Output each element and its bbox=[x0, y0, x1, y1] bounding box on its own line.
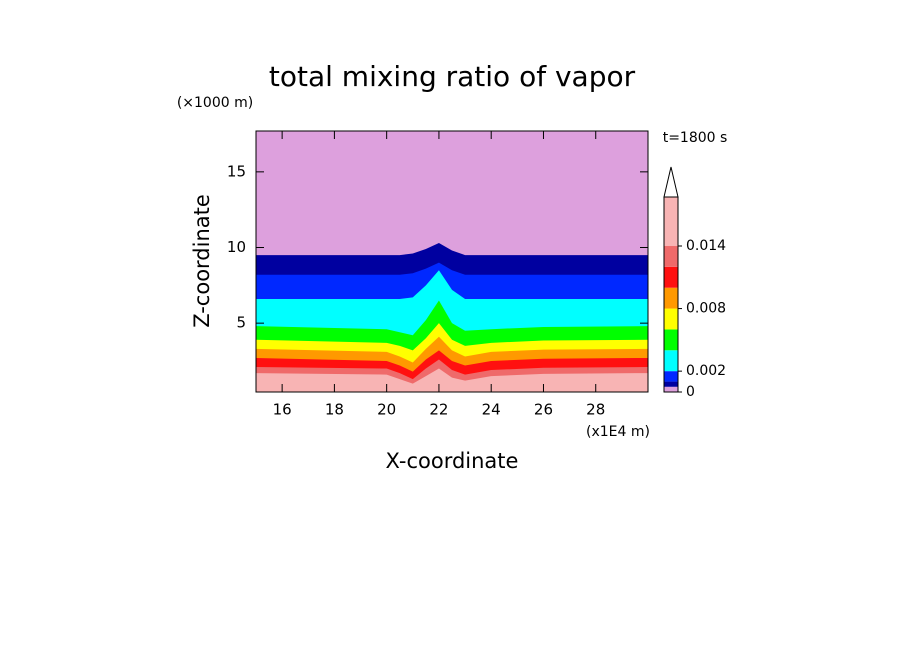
colorbar-band bbox=[664, 350, 678, 372]
x-axis-label: X-coordinate bbox=[386, 449, 519, 473]
x-tick-label: 20 bbox=[377, 401, 396, 419]
colorbar-band bbox=[664, 308, 678, 330]
chart-title: total mixing ratio of vapor bbox=[269, 60, 636, 93]
colorbar-band bbox=[664, 386, 678, 392]
y-tick-label: 5 bbox=[236, 314, 246, 332]
colorbar-band bbox=[664, 266, 678, 288]
colorbar-tick-label: 0.008 bbox=[686, 301, 726, 317]
y-unit: (×1000 m) bbox=[177, 95, 253, 111]
contour-region bbox=[256, 131, 648, 256]
x-tick-label: 22 bbox=[429, 401, 448, 419]
colorbar-band bbox=[664, 381, 678, 387]
y-tick-label: 15 bbox=[227, 162, 246, 180]
x-tick-label: 16 bbox=[273, 401, 292, 419]
colorbar-band bbox=[664, 246, 678, 267]
colorbar-band bbox=[664, 197, 678, 247]
colorbar-band bbox=[664, 371, 678, 382]
plot-frame bbox=[255, 130, 649, 393]
x-tick-label: 24 bbox=[482, 401, 501, 419]
x-tick-label: 18 bbox=[325, 401, 344, 419]
colorbar-tick-label: 0.014 bbox=[686, 238, 726, 254]
colorbar-tick-label: 0.002 bbox=[686, 363, 726, 379]
colorbar-band bbox=[664, 287, 678, 309]
colorbar-extension bbox=[663, 166, 679, 198]
colorbar-frame bbox=[663, 196, 679, 393]
y-axis-label: Z-coordinate bbox=[190, 194, 214, 328]
y-tick-label: 10 bbox=[227, 238, 246, 256]
plot-area bbox=[256, 131, 648, 392]
x-tick-label: 26 bbox=[534, 401, 553, 419]
x-tick-label: 28 bbox=[586, 401, 605, 419]
x-unit: (x1E4 m) bbox=[586, 424, 650, 440]
colorbar-tick-label: 0 bbox=[686, 384, 695, 400]
colorbar-band bbox=[664, 329, 678, 351]
time-annotation: t=1800 s bbox=[663, 130, 728, 146]
